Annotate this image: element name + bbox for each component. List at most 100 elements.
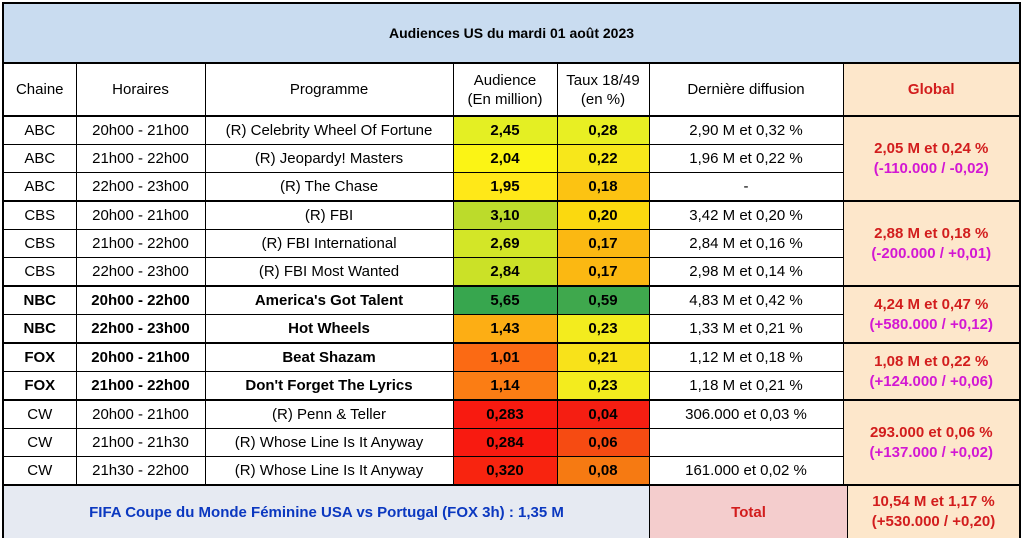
cell-programme: (R) FBI Most Wanted: [204, 257, 453, 286]
cell-derniere-diffusion: [648, 428, 843, 457]
cell-horaires: 22h00 - 23h00: [75, 314, 205, 343]
cell-global: 2,88 M et 0,18 % (-200.000 / +0,01): [842, 200, 1019, 286]
table-row: ABC 22h00 - 23h00 (R) The Chase 1,95 0,18-: [4, 172, 1019, 201]
cell-chaine: ABC: [24, 122, 56, 139]
global-variation: (+580.000 / +0,12): [869, 315, 993, 333]
global-audience: 293.000 et 0,06 %: [869, 423, 993, 441]
cell-programme: (R) Celebrity Wheel Of Fortune: [204, 116, 453, 145]
header-horaires: Horaires: [75, 64, 205, 117]
cell-derniere-diffusion: 1,33 M et 0,21 %: [648, 314, 843, 343]
cell-derniere-diffusion: 1,96 M et 0,22 %: [648, 144, 843, 173]
cell-taux: 0,04: [556, 399, 649, 429]
global-variation: (+137.000 / +0,02): [869, 443, 993, 461]
cell-programme: (R) Penn & Teller: [204, 399, 453, 429]
header-chaine: Chaine: [4, 64, 76, 117]
cell-programme: Beat Shazam: [204, 342, 453, 372]
global-audience: 2,88 M et 0,18 %: [874, 224, 989, 242]
cell-audience: 2,04: [452, 144, 557, 173]
cell-derniere-diffusion: 4,83 M et 0,42 %: [648, 285, 843, 315]
cell-horaires: 20h00 - 21h00: [75, 200, 205, 230]
cell-horaires: 21h00 - 21h30: [75, 428, 205, 457]
cell-taux: 0,20: [556, 200, 649, 230]
table-row: ABC 21h00 - 22h00 (R) Jeopardy! Masters 2,0…: [4, 144, 1019, 173]
cell-programme: (R) Jeopardy! Masters: [204, 144, 453, 173]
cell-taux: 0,06: [556, 428, 649, 457]
cell-taux: 0,17: [556, 257, 649, 286]
cell-horaires: 21h00 - 22h00: [75, 144, 205, 173]
total-value: 10,54 M et 1,17 % (+530.000 / +0,20): [848, 486, 1019, 538]
cell-chaine: CW: [4, 428, 76, 457]
header-taux-line1: Taux 18/49: [566, 71, 640, 89]
table-row: CW 21h00 - 21h30 (R) Whose Line Is It Anyw…: [4, 428, 1019, 457]
footer-row: FIFA Coupe du Monde Féminine USA vs Port…: [4, 484, 1019, 538]
cell-global: 1,08 M et 0,22 % (+124.000 / +0,06): [842, 342, 1019, 400]
cell-chaine: CW: [4, 456, 76, 484]
cell-chaine: ABC: [4, 172, 76, 201]
table-row: NBC 22h00 - 23h00 Hot Wheels 1,43 0,23 1,33 M…: [4, 314, 1019, 343]
header-programme: Programme: [204, 64, 453, 117]
cell-derniere-diffusion: 161.000 et 0,02 %: [648, 456, 843, 484]
global-variation: (-110.000 / -0,02): [873, 159, 989, 177]
global-audience: 1,08 M et 0,22 %: [874, 352, 989, 370]
cell-taux: 0,18: [556, 172, 649, 201]
global-variation: (+124.000 / +0,06): [869, 372, 993, 390]
global-variation: (-200.000 / +0,01): [871, 244, 992, 262]
cell-programme: (R) Whose Line Is It Anyway: [204, 456, 453, 484]
cell-programme: (R) FBI: [204, 200, 453, 230]
cell-horaires: 22h00 - 23h00: [75, 172, 205, 201]
event-note: FIFA Coupe du Monde Féminine USA vs Port…: [4, 486, 650, 538]
table-row: CW 20h00 - 21h00 (R) Penn & Teller 0,283 0,0…: [4, 399, 1019, 484]
cell-audience: 2,69: [452, 229, 557, 258]
total-label: Total: [650, 486, 848, 538]
cell-horaires: 20h00 - 21h00: [75, 116, 205, 145]
cell-taux: 0,22: [556, 144, 649, 173]
cell-taux: 0,23: [556, 371, 649, 400]
cell-chaine: CBS: [4, 200, 76, 230]
table-row: CBS 21h00 - 22h00 (R) FBI International 2,6…: [4, 229, 1019, 258]
cell-derniere-diffusion: 2,98 M et 0,14 %: [648, 257, 843, 286]
cell-programme: (R) The Chase: [204, 172, 453, 201]
table-body: ABC 20h00 - 21h00 (R) Celebrity Wheel Of F…: [4, 116, 1019, 484]
header-global: Global: [842, 64, 1019, 117]
page-title: Audiences US du mardi 01 août 2023: [4, 4, 1019, 64]
cell-chaine: NBC: [4, 314, 76, 343]
global-audience: 4,24 M et 0,47 %: [874, 295, 989, 313]
audience-table: Chaine Horaires Programme Audience (En mi…: [4, 64, 1019, 484]
cell-horaires: 20h00 - 22h00: [75, 285, 205, 315]
cell-chaine: FOX: [4, 342, 76, 372]
header-audience-line2: (En million): [467, 90, 543, 108]
cell-audience: 3,10: [452, 200, 557, 230]
table-row: ABC 20h00 - 21h00 (R) Celebrity Wheel Of F…: [4, 116, 1019, 201]
header-derniere-diffusion: Dernière diffusion: [648, 64, 843, 117]
table-row: FOX 21h00 - 22h00 Don't Forget The Lyrics 1…: [4, 371, 1019, 400]
cell-horaires: 22h00 - 23h00: [75, 257, 205, 286]
cell-horaires: 20h00 - 21h00: [75, 342, 205, 372]
global-audience: 2,05 M et 0,24 %: [874, 139, 989, 157]
cell-chaine: ABC: [4, 144, 76, 173]
cell-audience: 5,65: [452, 285, 557, 315]
cell-chaine: FOX: [4, 371, 76, 400]
cell-audience: 1,43: [452, 314, 557, 343]
cell-audience: 1,01: [452, 342, 557, 372]
cell-audience: 0,283: [452, 399, 557, 429]
table-row: CW 21h30 - 22h00 (R) Whose Line Is It Anyw…: [4, 456, 1019, 484]
total-value-line1: 10,54 M et 1,17 %: [872, 493, 995, 510]
cell-global: 293.000 et 0,06 % (+137.000 / +0,02): [842, 399, 1019, 484]
cell-taux: 0,21: [556, 342, 649, 372]
cell-taux: 0,08: [556, 456, 649, 484]
table-row: FOX 20h00 - 21h00 Beat Shazam 1,01 0,21 1,12 …: [4, 342, 1019, 400]
cell-derniere-diffusion: 1,12 M et 0,18 %: [648, 342, 843, 372]
cell-horaires: 21h30 - 22h00: [75, 456, 205, 484]
cell-audience: 0,320: [452, 456, 557, 484]
cell-programme: Hot Wheels: [204, 314, 453, 343]
cell-derniere-diffusion: 2,84 M et 0,16 %: [648, 229, 843, 258]
cell-programme: Don't Forget The Lyrics: [204, 371, 453, 400]
cell-derniere-diffusion: -: [648, 172, 843, 201]
cell-taux: 0,28: [556, 116, 649, 145]
cell-derniere-diffusion: 2,90 M et 0,32 %: [648, 116, 843, 145]
cell-horaires: 21h00 - 22h00: [75, 371, 205, 400]
cell-programme: (R) FBI International: [204, 229, 453, 258]
cell-derniere-diffusion: 306.000 et 0,03 %: [648, 399, 843, 429]
cell-derniere-diffusion: 1,18 M et 0,21 %: [648, 371, 843, 400]
